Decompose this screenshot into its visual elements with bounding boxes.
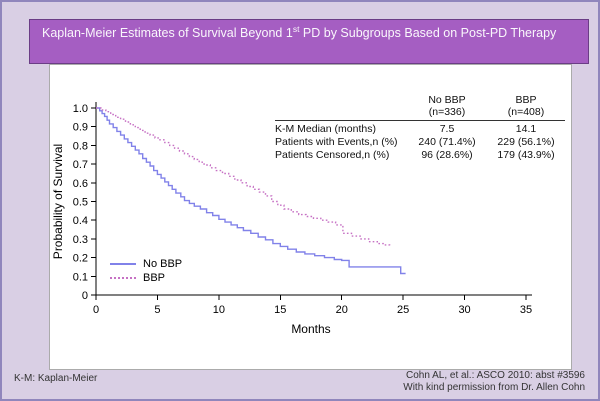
footnote-abbreviation: K-M: Kaplan-Meier [14, 373, 98, 384]
summary-table: No BBP (n=336) BBP (n=408) K-M Median (m… [275, 94, 565, 162]
y-tick-label: 0.8 [73, 140, 88, 152]
column-header-label: No BBP [428, 94, 466, 106]
column-header-label: BBP [515, 94, 537, 106]
y-tick-label: 0.1 [73, 271, 88, 283]
page-title-superscript: st [292, 23, 300, 34]
table-header-bbp: BBP (n=408) [487, 94, 565, 118]
table-row-label: Patients Censored,n (%) [275, 149, 390, 161]
table-cell: 7.5 [439, 123, 455, 135]
x-tick-label: 5 [154, 304, 160, 316]
table-cell: 240 (71.4%) [418, 136, 476, 148]
page-title: Kaplan-Meier Estimates of Survival Beyon… [42, 23, 557, 40]
bbp-curve [96, 107, 391, 248]
x-tick-label: 15 [274, 304, 286, 316]
x-tick-label: 20 [336, 304, 348, 316]
y-axis-title: Probability of Survival [51, 144, 65, 259]
x-tick-label: 35 [520, 304, 532, 316]
table-row-label: K-M Median (months) [275, 123, 376, 135]
x-tick-label: 25 [397, 304, 409, 316]
title-band: Kaplan-Meier Estimates of Survival Beyon… [29, 19, 589, 64]
y-tick-label: 0.4 [73, 215, 88, 227]
legend-row-no-bbp: No BBP [110, 257, 182, 271]
table-header-rule [275, 120, 565, 121]
x-tick-label: 0 [93, 304, 99, 316]
page-title-text: Kaplan-Meier Estimates of Survival Beyon… [42, 26, 293, 40]
chart-legend: No BBP BBP [110, 257, 182, 285]
table-row-label: Patients with Events,n (%) [275, 136, 398, 148]
y-tick-label: 0 [82, 290, 88, 302]
no-bbp-curve [96, 107, 406, 275]
legend-label: BBP [143, 272, 166, 284]
chart-panel: 0 0.1 0.2 0.3 0.4 0.5 0.6 0.7 0.8 0.9 1.0 0 5 10 15 20 2… [49, 64, 572, 370]
table-header-spacer [275, 94, 407, 118]
citation-block: Cohn AL, et al.: ASCO 2010: abst #3596 W… [403, 370, 585, 394]
legend-label: No BBP [143, 258, 183, 270]
x-tick-label: 10 [213, 304, 225, 316]
table-cell: 14.1 [515, 123, 537, 135]
y-tick-label: 0.5 [73, 197, 88, 209]
y-tick-label: 0.3 [73, 234, 88, 246]
citation-line: Cohn AL, et al.: ASCO 2010: abst #3596 [405, 370, 585, 381]
column-header-n: (n=408) [507, 106, 545, 118]
page-title-text-2: PD by Subgroups Based on Post-PD Therapy [299, 26, 557, 40]
legend-row-bbp: BBP [110, 271, 182, 285]
x-axis-title: Months [291, 322, 330, 336]
bbp-line-swatch [110, 277, 136, 279]
column-header-n: (n=336) [428, 106, 466, 118]
table-cell: 179 (43.9%) [497, 149, 555, 161]
y-tick-label: 0.6 [73, 178, 88, 190]
table-cell: 229 (56.1%) [497, 136, 555, 148]
table-header-no-bbp: No BBP (n=336) [407, 94, 487, 118]
table-cell: 96 (28.6%) [421, 149, 473, 161]
x-tick-label: 30 [458, 304, 470, 316]
no-bbp-line-swatch [110, 263, 136, 265]
permission-line: With kind permission from Dr. Allen Cohn [403, 382, 585, 393]
y-tick-label: 0.2 [73, 253, 88, 265]
y-tick-label: 1.0 [73, 103, 88, 115]
y-tick-label: 0.9 [73, 122, 88, 134]
survival-chart: 0 0.1 0.2 0.3 0.4 0.5 0.6 0.7 0.8 0.9 1.0 0 5 10 15 20 2… [51, 102, 532, 336]
y-tick-label: 0.7 [73, 159, 88, 171]
